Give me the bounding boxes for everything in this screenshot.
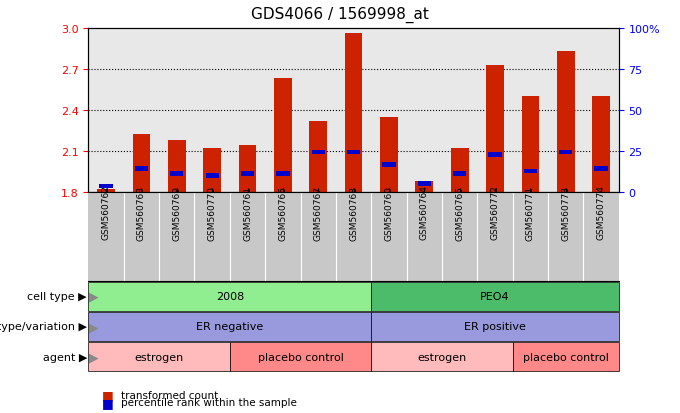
Bar <box>592 97 610 192</box>
Bar <box>594 166 608 171</box>
Bar <box>371 342 513 371</box>
Text: ER negative: ER negative <box>197 322 263 332</box>
Bar <box>88 312 371 341</box>
Bar <box>133 135 150 192</box>
Text: placebo control: placebo control <box>258 352 343 362</box>
Text: ▶: ▶ <box>89 320 99 333</box>
Bar <box>274 79 292 192</box>
Bar <box>99 184 113 189</box>
Bar <box>415 181 433 192</box>
Bar <box>380 117 398 192</box>
Bar <box>309 121 327 192</box>
Bar <box>347 150 360 155</box>
Bar <box>488 153 502 158</box>
Bar <box>345 34 362 192</box>
Bar <box>205 173 219 178</box>
Bar <box>135 166 148 171</box>
Bar <box>557 52 575 192</box>
Bar <box>203 149 221 192</box>
Bar <box>170 172 184 177</box>
Text: transformed count: transformed count <box>121 390 218 400</box>
Bar <box>418 181 431 186</box>
Text: 2008: 2008 <box>216 292 244 301</box>
Bar <box>382 162 396 167</box>
Bar <box>88 342 230 371</box>
Text: estrogen: estrogen <box>135 352 184 362</box>
Text: ER positive: ER positive <box>464 322 526 332</box>
Text: percentile rank within the sample: percentile rank within the sample <box>121 397 297 407</box>
Bar <box>230 342 371 371</box>
Bar <box>276 172 290 177</box>
Text: ■: ■ <box>102 388 114 401</box>
Bar <box>453 172 466 177</box>
Bar <box>486 66 504 192</box>
Bar <box>97 189 115 192</box>
Bar <box>371 282 619 311</box>
Text: genotype/variation ▶: genotype/variation ▶ <box>0 322 87 332</box>
Bar <box>311 150 325 155</box>
Text: GDS4066 / 1569998_at: GDS4066 / 1569998_at <box>251 6 429 23</box>
Bar <box>168 140 186 192</box>
Text: ▶: ▶ <box>89 350 99 363</box>
Text: placebo control: placebo control <box>523 352 609 362</box>
Bar <box>522 97 539 192</box>
Text: ▶: ▶ <box>89 290 99 303</box>
Bar <box>88 282 371 311</box>
Bar <box>371 312 619 341</box>
Bar <box>239 146 256 192</box>
Bar <box>513 342 619 371</box>
Text: cell type ▶: cell type ▶ <box>27 292 87 301</box>
Bar <box>524 169 537 174</box>
Bar <box>559 150 573 155</box>
Bar <box>241 172 254 177</box>
Text: PEO4: PEO4 <box>480 292 510 301</box>
Bar <box>451 149 469 192</box>
Text: ■: ■ <box>102 396 114 409</box>
Text: agent ▶: agent ▶ <box>43 352 87 362</box>
Text: estrogen: estrogen <box>418 352 466 362</box>
